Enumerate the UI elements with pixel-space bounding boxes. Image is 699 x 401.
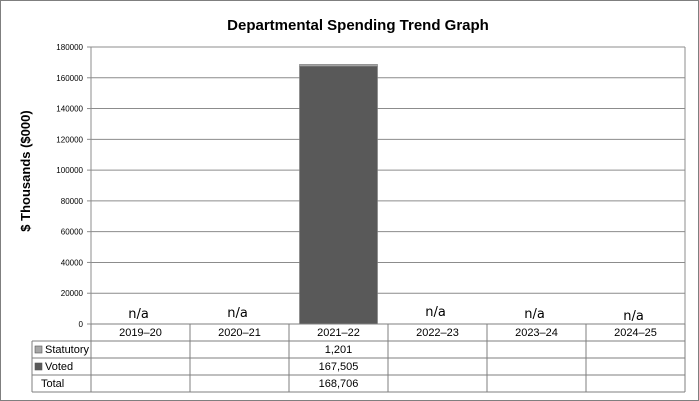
legend-label-voted: Voted bbox=[45, 361, 73, 373]
na-label: n/a bbox=[524, 307, 545, 322]
data-table: 2019–20 2020–21 2021–22 2022–23 2023–24 2024–… bbox=[31, 323, 686, 393]
na-label: n/a bbox=[623, 309, 644, 324]
y-tick-label: 180000 bbox=[56, 43, 83, 52]
y-axis-ticks: 0 20000 40000 60000 80000 100000 120000 140000 1… bbox=[56, 43, 91, 329]
na-label: n/a bbox=[227, 306, 248, 321]
gridlines bbox=[90, 46, 686, 325]
category-label: 2024–25 bbox=[614, 327, 657, 339]
legend-label-statutory: Statutory bbox=[45, 344, 90, 356]
y-axis-label: $ Thousands ($000) bbox=[18, 110, 33, 231]
bars bbox=[299, 64, 378, 325]
category-label: 2023–24 bbox=[515, 327, 558, 339]
data-label-statutory: 1,201 bbox=[325, 344, 353, 356]
data-label-total: 168,706 bbox=[319, 378, 359, 390]
legend-swatch-voted bbox=[34, 362, 43, 371]
category-label: 2019–20 bbox=[119, 327, 162, 339]
total-row-label: Total bbox=[41, 378, 64, 390]
y-tick-label: 160000 bbox=[56, 74, 83, 83]
y-tick-label: 40000 bbox=[61, 258, 84, 267]
chart-title: Departmental Spending Trend Graph bbox=[227, 17, 489, 34]
na-label: n/a bbox=[128, 307, 149, 322]
legend-swatch-statutory bbox=[34, 345, 43, 354]
y-tick-label: 20000 bbox=[61, 289, 84, 298]
y-tick-label: 140000 bbox=[56, 105, 83, 114]
y-tick-label: 60000 bbox=[61, 228, 84, 237]
y-tick-label: 100000 bbox=[56, 166, 83, 175]
bar-voted-2 bbox=[299, 65, 378, 325]
na-label: n/a bbox=[425, 305, 446, 320]
y-tick-label: 0 bbox=[79, 320, 84, 329]
bar-statutory-2 bbox=[299, 64, 378, 67]
category-label: 2021–22 bbox=[317, 327, 360, 339]
y-tick-label: 120000 bbox=[56, 135, 83, 144]
category-label: 2020–21 bbox=[218, 327, 261, 339]
y-tick-label: 80000 bbox=[61, 197, 84, 206]
data-label-voted: 167,505 bbox=[319, 361, 359, 373]
category-label: 2022–23 bbox=[416, 327, 459, 339]
na-labels: n/a n/a n/a n/a n/a bbox=[128, 305, 644, 324]
